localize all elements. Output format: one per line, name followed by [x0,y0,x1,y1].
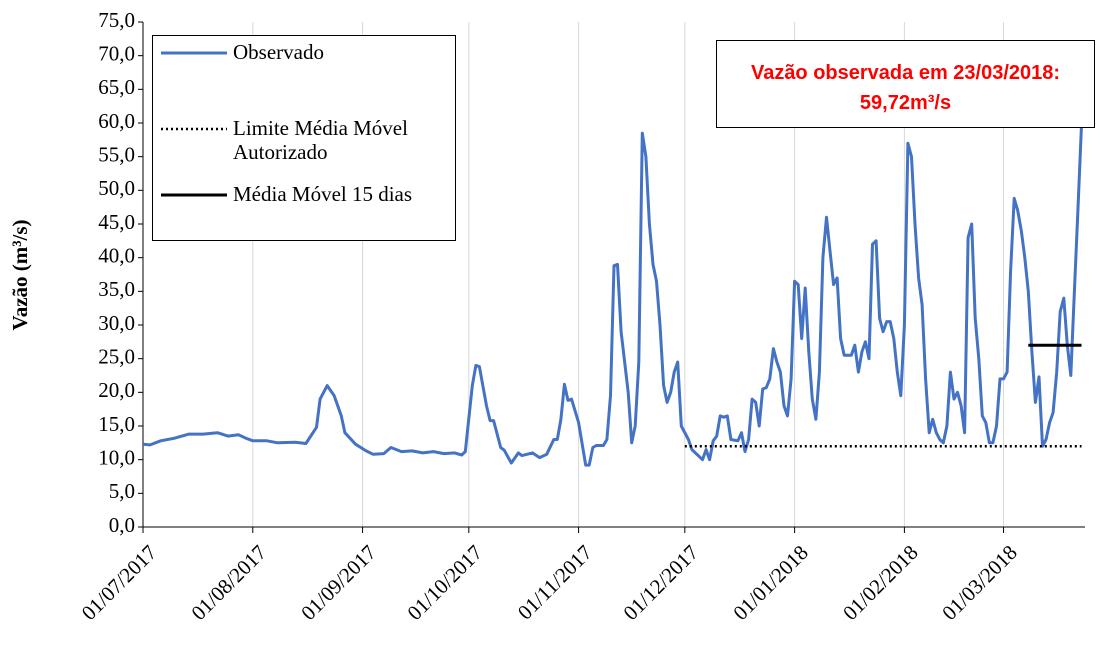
legend: Observado Limite Média Móvel Autorizado Mé… [152,35,456,241]
y-tick-label: 55,0 [98,142,135,166]
legend-entry: Limite Média Móvel Autorizado [159,116,458,164]
legend-entry: Observado [159,40,458,64]
series-line [142,124,1083,467]
x-tick-label: 01/03/2018 [937,540,1022,625]
y-tick-label: 10,0 [98,445,135,469]
annotation: 59,72m³/s [859,92,952,114]
y-tick-label: 50,0 [98,176,135,200]
x-tick-label: 01/02/2018 [838,540,923,625]
x-tick-label: 01/07/2017 [77,540,162,625]
y-tick-label: 35,0 [98,277,135,301]
y-tick-label: 65,0 [98,75,135,99]
x-tick-label: 01/10/2017 [402,540,487,625]
legend-swatch [161,127,227,131]
legend-label: Média Móvel 15 dias [233,182,413,206]
y-tick-label: 30,0 [98,311,135,335]
legend-entry: Média Móvel 15 dias [159,182,458,206]
y-tick-label: 60,0 [98,109,135,133]
y-tick-label: 15,0 [98,412,135,436]
legend-label: Limite Média Móvel Autorizado [233,116,408,164]
y-tick-label: 70,0 [98,41,135,65]
legend-swatch [161,51,227,55]
legend-swatch [161,193,227,197]
legend-label: Observado [233,40,324,64]
x-tick-label: 01/08/2017 [186,540,271,625]
x-tick-label: 01/01/2018 [728,540,813,625]
x-tick-label: 01/09/2017 [296,540,381,625]
annotation-box: Vazão observada em 23/03/2018: 59,72m³/s [716,40,1095,128]
y-tick-label: 40,0 [98,243,135,267]
y-tick-label: 25,0 [98,344,135,368]
y-tick-label: 20,0 [98,378,135,402]
y-tick-label: 5,0 [109,479,135,503]
y-tick-label: 75,0 [98,8,135,32]
y-tick-label: 0,0 [109,513,135,537]
x-tick-label: 01/12/2017 [618,540,703,625]
y-tick-label: 45,0 [98,210,135,234]
x-tick-label: 01/11/2017 [513,540,597,624]
y-axis-title: Vazão (m³/s) [8,219,32,330]
annotation: Vazão observada em 23/03/2018: [750,62,1061,84]
